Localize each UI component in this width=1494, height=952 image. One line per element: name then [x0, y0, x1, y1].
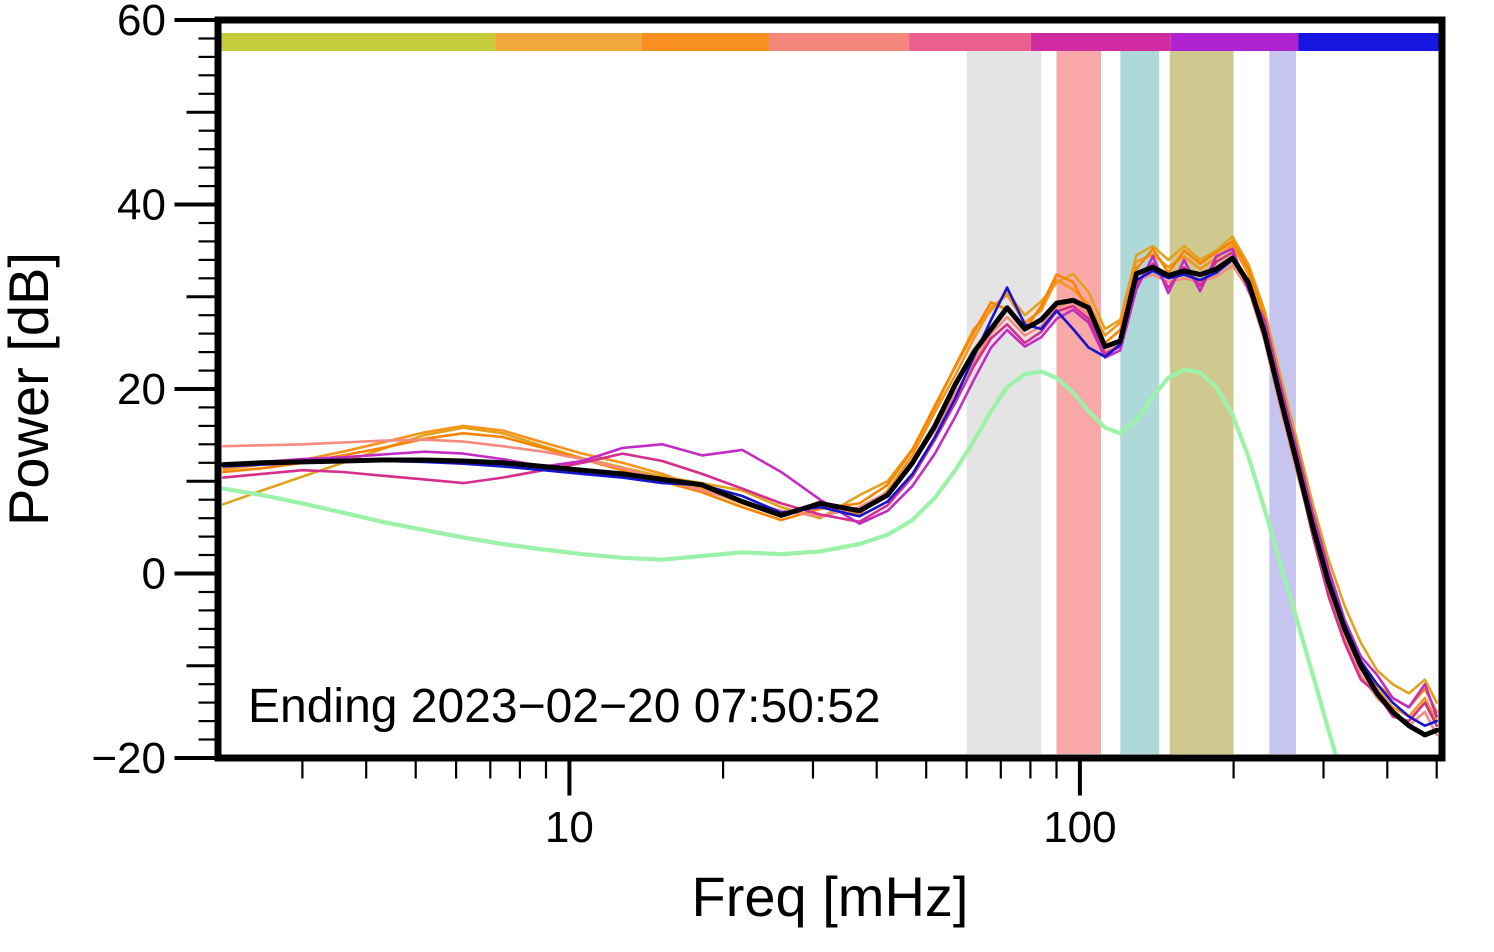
y-tick-label: 40 [117, 181, 166, 230]
frequency-bands [966, 51, 1296, 754]
colorbar-segment-4 [909, 33, 1031, 51]
x-tick-label: 100 [1043, 803, 1116, 852]
x-tick-labels: 10 100 [545, 803, 1117, 852]
colorbar-segment-5 [1030, 33, 1171, 51]
y-tick-label: 60 [117, 0, 166, 45]
y-tick-labels: −20 0 20 40 60 [91, 0, 166, 783]
series-blue [222, 258, 1438, 728]
series-goldenrod [222, 235, 1438, 704]
y-tick-label: −20 [91, 734, 166, 783]
series-crimson [222, 251, 1438, 728]
colorbar-segment-2 [641, 33, 770, 51]
colorbar-segment-1 [495, 33, 642, 51]
psd-series [220, 235, 1440, 758]
y-tick-label: 0 [142, 550, 166, 599]
plot-frame [214, 16, 1446, 762]
series-salmon [222, 264, 1438, 737]
time-colorbar [221, 33, 1439, 51]
colorbar-segment-3 [769, 33, 910, 51]
teal-band [1120, 51, 1160, 754]
series-magenta [222, 247, 1438, 718]
ending-time-annotation: Ending 2023−02−20 07:50:52 [248, 680, 881, 733]
gray-band [966, 51, 1042, 754]
y-tick-label: 20 [117, 365, 166, 414]
colorbar-segment-7 [1298, 33, 1439, 51]
y-axis-label: Power [dB] [0, 252, 60, 526]
x-tick-label: 10 [545, 803, 594, 852]
series-mean-black [220, 255, 1440, 738]
x-axis-label: Freq [mHz] [692, 865, 969, 928]
axis-ticks [174, 18, 1438, 796]
colorbar-segment-0 [221, 33, 496, 51]
colorbar-segment-6 [1170, 33, 1299, 51]
series-pale-green [221, 367, 1339, 758]
